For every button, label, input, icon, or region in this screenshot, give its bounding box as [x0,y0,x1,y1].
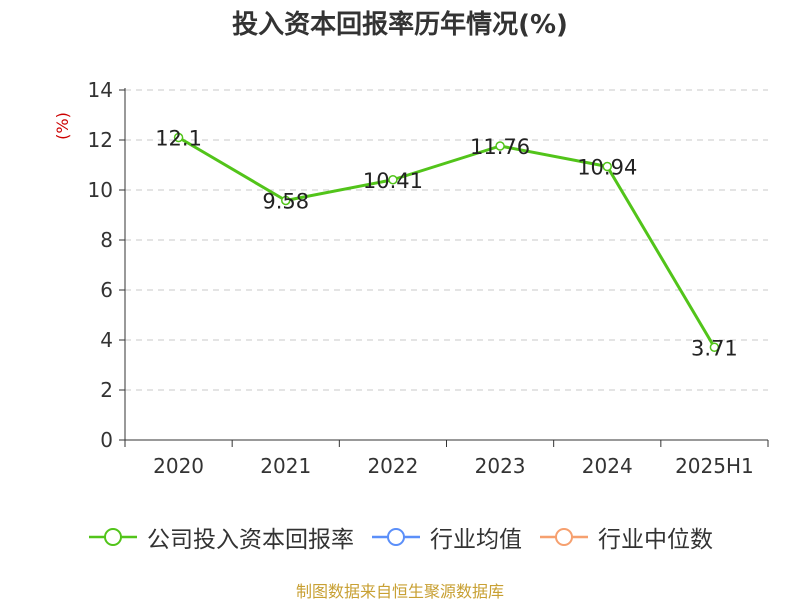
data-point[interactable] [602,161,612,172]
legend-label: 行业中位数 [598,527,713,553]
legend-item[interactable]: 公司投入资本回报率 [87,520,354,554]
y-tick-label: 12 [88,128,113,152]
data-point[interactable] [388,175,398,185]
y-tick-label: 6 [100,278,113,302]
data-label: 10.94 [577,156,637,180]
legend-marker-icon [89,528,137,546]
data-label: 10.41 [363,169,423,193]
legend-label: 公司投入资本回报率 [147,527,354,553]
grid-lines [125,89,768,391]
y-tick-label: 8 [100,228,113,252]
series-lines [177,136,716,349]
legend-marker-icon [372,528,420,546]
x-tick-label: 2022 [367,454,418,478]
y-tick-label: 0 [100,428,113,452]
y-tick-label: 2 [100,378,113,402]
y-tick-label: 4 [100,328,113,352]
data-points [173,132,720,352]
legend-marker-icon [540,528,588,546]
source-note: 制图数据来自恒生聚源数据库 [295,582,504,601]
y-axis-title: (%) [53,112,72,140]
series-line [177,136,716,349]
data-label: 9.58 [262,190,309,214]
data-point[interactable] [495,141,505,151]
data-label: 11.76 [470,135,530,159]
legend-label: 行业均值 [430,527,522,553]
x-tick-label: 2023 [475,454,526,478]
data-label: 3.71 [691,336,738,360]
x-tick-label: 2020 [153,454,204,478]
y-tick-label: 10 [88,178,113,202]
legend-item[interactable]: 行业均值 [370,520,522,554]
data-label: 12.1 [155,127,202,151]
data-labels: 12.1 9.58 10.41 11.76 10.94 3.71 [155,127,738,361]
data-point[interactable] [173,132,184,143]
legend: 公司投入资本回报率 行业均值 行业中位数 [0,520,800,555]
x-tick-label: 2024 [582,454,633,478]
y-tick-label: 14 [88,78,113,102]
x-tick-label: 2025H1 [675,454,754,478]
data-point[interactable] [281,195,291,206]
data-point[interactable] [709,342,720,352]
axes: 0 2 4 6 8 10 12 14 2020 2021 2022 2023 2024 2025H1 [88,78,769,478]
x-tick-label: 2021 [260,454,311,478]
legend-item[interactable]: 行业中位数 [538,520,713,554]
chart-title: 投入资本回报率历年情况(%) [232,10,568,40]
